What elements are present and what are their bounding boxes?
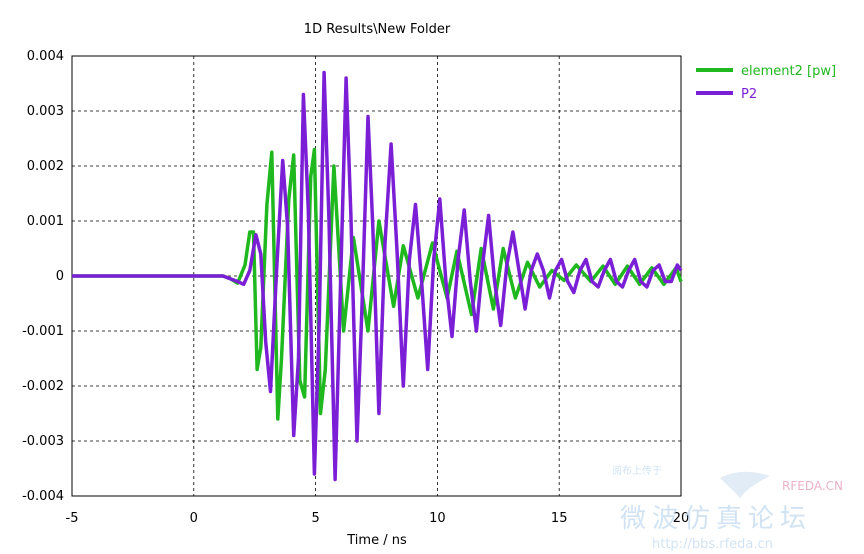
x-tick-label: 5 [311,511,319,526]
y-tick-label: -0.004 [22,489,64,504]
x-axis-tick-labels: -5 0 5 10 15 20 [66,511,690,526]
legend-label: element2 [pw] [741,64,836,79]
x-tick-label: -5 [66,511,79,526]
legend: element2 [pw] P2 [696,64,836,102]
series-line-2 [72,70,683,482]
x-tick-label: 0 [190,511,198,526]
y-tick-label: -0.001 [22,324,64,339]
x-tick-label: 10 [429,511,446,526]
legend-label: P2 [741,87,757,102]
watermark-bird-icon [720,471,770,498]
y-tick-label: 0 [56,269,64,284]
y-tick-label: 0.003 [27,104,64,119]
y-tick-label: -0.002 [22,379,64,394]
watermark: 阅布上传于 RFEDA.CN 微波仿真论坛 http://bbs.rfeda.c… [612,464,843,552]
y-axis-tick-labels: -0.004 -0.003 -0.002 -0.001 0 0.001 0.002 0.003… [22,49,64,504]
y-tick-label: 0.001 [27,214,64,229]
watermark-url-text: http://bbs.rfeda.cn [652,537,773,552]
watermark-logo-text: RFEDA.CN [782,479,843,493]
y-tick-label: 0.004 [27,49,64,64]
x-axis-label: Time / ns [346,533,407,548]
series-layer [72,70,683,482]
x-tick-label: 15 [551,511,568,526]
x-tick-label: 20 [673,511,690,526]
chart-title: 1D Results\New Folder [304,22,451,37]
y-tick-label: -0.003 [22,434,64,449]
watermark-cn-text: 微波仿真论坛 [620,504,812,534]
watermark-small-text: 阅布上传于 [612,464,662,477]
y-tick-label: 0.002 [27,159,64,174]
